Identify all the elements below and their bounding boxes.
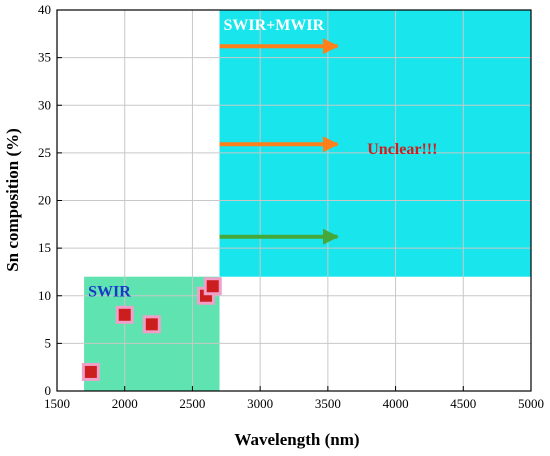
x-tick-label: 4500 (450, 396, 476, 411)
x-axis-ticks: 1500 2000 2500 3000 3500 4000 4500 5000 (44, 386, 544, 411)
x-axis-title: Wavelength (nm) (234, 430, 359, 449)
y-axis-title: Sn composition (%) (3, 128, 22, 272)
data-point (84, 365, 97, 378)
y-tick-label: 0 (45, 383, 52, 398)
arrows-layer (219, 38, 339, 245)
labels-layer: SWIR SWIR+MWIR Unclear!!! (88, 17, 437, 301)
x-tick-label: 3500 (315, 396, 341, 411)
data-point (118, 308, 131, 321)
region-label-swir: SWIR (88, 284, 131, 301)
annotation-unclear: Unclear!!! (367, 141, 437, 158)
data-points-layer (81, 277, 222, 381)
grid-layer (57, 10, 531, 391)
y-tick-label: 35 (38, 50, 51, 65)
x-tick-label: 1500 (44, 396, 70, 411)
y-tick-label: 15 (38, 240, 51, 255)
y-tick-label: 30 (38, 97, 51, 112)
y-tick-label: 40 (38, 2, 51, 17)
x-tick-label: 4000 (383, 396, 409, 411)
y-tick-label: 10 (38, 288, 51, 303)
data-point (145, 318, 158, 331)
y-tick-label: 25 (38, 145, 51, 160)
x-tick-label: 3000 (247, 396, 273, 411)
y-tick-label: 20 (38, 193, 51, 208)
data-point (206, 280, 219, 293)
y-tick-label: 5 (45, 335, 52, 350)
x-tick-label: 2500 (179, 396, 205, 411)
x-tick-label: 2000 (112, 396, 138, 411)
y-axis-ticks: 0 5 10 15 20 25 30 35 40 (38, 2, 62, 398)
x-tick-label: 5000 (518, 396, 544, 411)
region-label-swir-mwir: SWIR+MWIR (224, 17, 325, 34)
